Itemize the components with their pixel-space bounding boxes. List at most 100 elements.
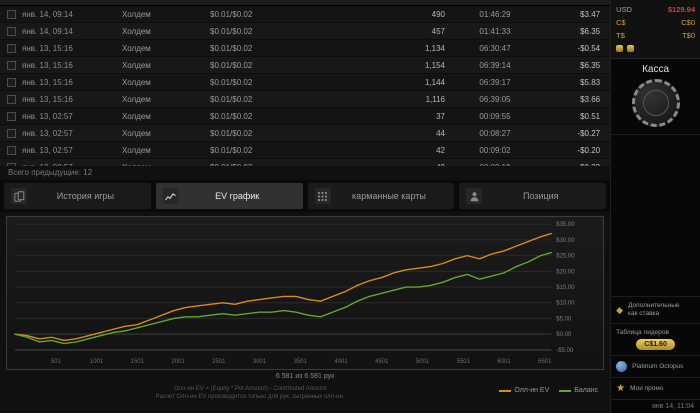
x-tick-label: 2501 [212, 359, 226, 365]
cell-hands: 49 [320, 163, 445, 167]
y-tick-label: $30.00 [556, 238, 575, 244]
x-tick-label: 3001 [253, 359, 267, 365]
cell-result: $6.35 [580, 26, 601, 36]
chart-icon [162, 188, 179, 204]
cell-duration: 06:39:14 [479, 60, 511, 70]
y-tick-label: $10.00 [556, 301, 575, 307]
platinum-octopus-label: Platinum Octopus [632, 363, 684, 370]
legend-item[interactable]: Баланс [559, 387, 598, 394]
cell-duration: 00:09:19 [445, 163, 545, 167]
balance-currency: T$ [616, 31, 625, 40]
row-checkbox[interactable] [0, 26, 22, 36]
cell-duration: 06:39:17 [479, 77, 511, 87]
series-Олл-ин EV [14, 232, 552, 342]
chart-legend: Олл-ин EV Баланс [499, 387, 598, 394]
platinum-octopus-panel[interactable]: Platinum Octopus [611, 355, 700, 377]
cell-result: $3.66 [580, 94, 601, 104]
legend-item[interactable]: Олл-ин EV [499, 387, 549, 394]
cell-hands: 490 [431, 9, 445, 19]
y-tick-label: $15.00 [556, 285, 575, 291]
row-checkbox[interactable] [0, 43, 22, 53]
table-row[interactable]: янв. 13, 15:16 Холдем $0.01/$0.02 1,154 06:3… [0, 57, 611, 74]
table-row[interactable]: янв. 13, 15:16 Холдем $0.01/$0.02 1,144 06:3… [0, 74, 611, 91]
x-tick-label: 6001 [497, 359, 511, 365]
checkbox-icon[interactable] [6, 77, 16, 87]
tab-position[interactable]: Позиция [459, 183, 607, 209]
legend-swatch [499, 389, 512, 392]
table-row[interactable]: янв. 13, 02:57Холдем$0.01/$0.024900:09:1… [0, 159, 611, 167]
row-checkbox[interactable] [0, 145, 22, 155]
cashier-section: Касса [611, 59, 700, 135]
cell-game: Холдем [122, 26, 151, 36]
checkbox-icon[interactable] [6, 162, 16, 166]
bet-promo-panel[interactable]: ◆ Дополнительные как ставка [611, 296, 700, 323]
cell-date: янв. 13, 15:16 [22, 43, 73, 53]
clock: янв 14, 11:04 [611, 399, 700, 413]
tab-grid[interactable]: карманные карты [307, 183, 455, 209]
leaderboard-label: Таблица лидеров [616, 329, 669, 336]
checkbox-icon[interactable] [6, 145, 16, 155]
row-checkbox[interactable] [0, 111, 22, 121]
balance-value: $129.94 [667, 5, 695, 14]
checkbox-icon[interactable] [6, 111, 16, 121]
row-checkbox[interactable] [0, 94, 22, 104]
table-row[interactable]: янв. 13, 15:16 Холдем $0.01/$0.02 1,134 06:3… [0, 40, 611, 57]
checkbox-icon[interactable] [6, 9, 16, 19]
cell-hands: 1,154 [424, 60, 445, 70]
cell-stakes: $0.01/$0.02 [210, 111, 253, 121]
hands-count: 6 581 из 6 581 рук [275, 373, 335, 380]
tab-label: карманные карты [352, 191, 426, 201]
ev-notes: Олл-ин EV = (Equity * Pot Amount) - Cont… [0, 385, 500, 401]
x-tick-label: 5001 [416, 359, 430, 365]
cell-hands: 1,144 [424, 77, 445, 87]
checkbox-icon[interactable] [6, 60, 16, 70]
row-checkbox[interactable] [0, 128, 22, 138]
star-icon: ★ [616, 383, 626, 394]
table-row[interactable]: янв. 13, 15:16 Холдем $0.01/$0.02 1,116 06:3… [0, 91, 611, 108]
cell-game: Холдем [122, 9, 151, 19]
tab-chart[interactable]: EV график [155, 183, 303, 209]
cell-date: янв. 13, 02:57 [22, 111, 73, 121]
cell-duration: 01:46:29 [479, 9, 511, 19]
x-tick-label: 5501 [457, 359, 471, 365]
my-promo-label: Мои промо [630, 385, 664, 392]
checkbox-icon[interactable] [6, 128, 16, 138]
cell-game: Холдем [122, 145, 151, 155]
checkbox-icon[interactable] [6, 26, 16, 36]
row-checkbox[interactable] [0, 60, 22, 70]
cell-result: -$0.20 [577, 145, 601, 155]
cell-duration: 06:39:05 [479, 94, 511, 104]
tab-label: История игры [56, 191, 114, 201]
cell-duration: 00:08:27 [479, 128, 511, 138]
reward-chest-icon [627, 45, 635, 52]
main-panel: янв. 14, 09:14 Холдем $0.01/$0.02 490 01:46:… [0, 0, 611, 401]
table-row[interactable]: янв. 14, 09:14 Холдем $0.01/$0.02 457 01:41:… [0, 23, 611, 40]
leaderboard-panel[interactable]: Таблица лидеров C$1.60 [611, 323, 700, 355]
table-row[interactable]: янв. 13, 02:57 Холдем $0.01/$0.02 37 00:09:5… [0, 108, 611, 125]
session-table: янв. 14, 09:14 Холдем $0.01/$0.02 490 01:46:… [0, 6, 611, 167]
checkbox-icon[interactable] [6, 43, 16, 53]
tab-bar: История игры EV график карманные карты Пози… [0, 180, 611, 212]
cell-hands: 44 [436, 128, 445, 138]
table-row[interactable]: янв. 13, 02:57 Холдем $0.01/$0.02 44 00:08:2… [0, 125, 611, 142]
my-promo-panel[interactable]: ★ Мои промо [611, 377, 700, 399]
ev-note-line2: Расчет Олл-ин EV производится только для… [155, 394, 345, 400]
position-icon [466, 188, 483, 204]
cell-duration: 06:30:47 [479, 43, 511, 53]
row-checkbox[interactable] [0, 162, 22, 166]
rewards-row[interactable] [616, 42, 695, 55]
row-checkbox[interactable] [0, 9, 22, 19]
cell-game: Холдем [122, 163, 210, 167]
cashier-chip-button[interactable] [631, 79, 680, 127]
cell-game: Холдем [122, 94, 151, 104]
tab-cards[interactable]: История игры [4, 183, 151, 209]
cell-date: янв. 13, 15:16 [22, 60, 73, 70]
ev-chart-panel: -$5.00 $0.00 $5.00 $10.00 $15.00 $20.00 $25.00… [6, 216, 605, 370]
checkbox-icon[interactable] [6, 94, 16, 104]
table-row[interactable]: янв. 14, 09:14 Холдем $0.01/$0.02 490 01:46:… [0, 6, 611, 23]
row-checkbox[interactable] [0, 77, 22, 87]
table-row[interactable]: янв. 13, 02:57 Холдем $0.01/$0.02 42 00:09:0… [0, 142, 611, 159]
ev-chart[interactable]: -$5.00 $0.00 $5.00 $10.00 $15.00 $20.00 $25.00… [7, 217, 603, 369]
cell-stakes: $0.01/$0.02 [210, 128, 253, 138]
